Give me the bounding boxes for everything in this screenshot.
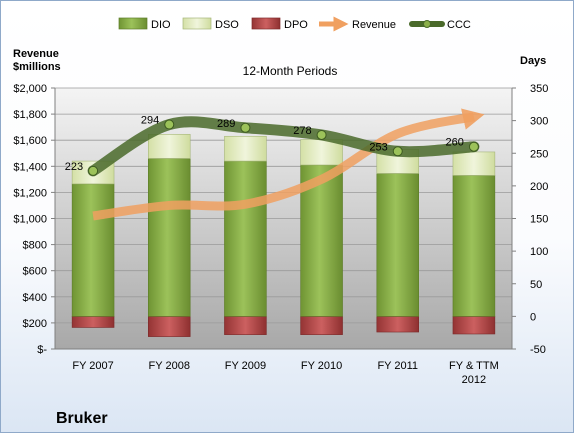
bar-dpo [148,316,191,337]
ccc-line-group: 223 294 289 278 253 260 [65,115,480,177]
right-tick-label: 300 [530,116,548,128]
bar-dio [452,175,496,317]
bars [71,134,496,337]
revenue-line [92,108,485,221]
bar-dio [148,158,191,317]
bar-dso [300,139,343,166]
bar-dio [376,173,419,317]
ccc-point [164,119,175,130]
ccc-data-label: 260 [446,137,464,149]
chart-title: 12-Month Periods [243,64,338,78]
x-tick-label: FY 2010 [301,360,342,372]
left-tick-label: $1,000 [13,214,47,226]
legend-item-dpo: DPO [251,17,308,31]
right-tick-label: 350 [530,83,548,95]
ccc-data-label: 294 [141,115,159,127]
x-tick-label: 2012 [462,374,486,386]
legend: DIO DSO DPO Revenue CCC [118,16,471,32]
x-axis-labels: FY 2007 FY 2008 FY 2009 FY 2010 FY 2011 FY & … [72,360,498,386]
left-tick-label: $1,200 [13,187,47,199]
right-tick-label: 0 [530,311,536,323]
right-axis-ticks: -50 0 50 100 150 200 250 300 350 [512,83,548,356]
ccc-data-label: 223 [65,161,83,173]
legend-label-ccc: CCC [447,19,471,31]
right-axis-title: Days [520,55,546,67]
x-tick-label: FY & TTM [449,360,499,372]
ccc-data-label: 253 [369,141,387,153]
ccc-point [240,122,251,133]
legend-item-revenue: Revenue [319,16,396,32]
bar-dso [224,135,267,162]
left-tick-label: $1,800 [13,109,47,121]
legend-label-dso: DSO [215,19,239,31]
legend-label-revenue: Revenue [352,19,396,31]
company-name: Bruker [56,410,108,427]
right-tick-label: 250 [530,148,548,160]
left-axis-title-line2: $millions [13,61,61,73]
right-tick-label: -50 [530,344,546,356]
left-tick-label: $1,600 [13,135,47,147]
legend-item-dio: DIO [118,17,171,31]
ccc-point [468,141,479,152]
bar-dpo [300,316,343,335]
x-tick-label: FY 2008 [149,360,190,372]
x-tick-label: FY 2007 [72,360,113,372]
left-axis-ticks: $- $200 $400 $600 $800 $1,000 $1,200 $1,400 $1,6… [13,83,55,356]
revenue-line-group [92,108,485,221]
bar-dio [71,183,115,317]
x-tick-label: FY 2011 [377,360,418,372]
x-tick-label: FY 2009 [225,360,266,372]
bar-dso [148,134,191,159]
right-tick-label: 150 [530,214,548,226]
bar-dpo [452,316,496,335]
bar-dio [224,160,267,317]
ccc-data-label: 278 [293,125,311,137]
left-tick-label: $600 [23,266,47,278]
left-axis-title-line1: Revenue [13,48,59,60]
bar-dpo [224,316,267,335]
left-tick-label: $1,400 [13,161,47,173]
ccc-line [87,116,480,177]
bar-dpo [376,316,419,333]
left-tick-label: $2,000 [13,83,47,95]
right-tick-label: 50 [530,279,542,291]
ccc-point [316,129,327,140]
left-tick-label: $- [37,344,47,356]
ccc-point [392,146,403,157]
left-tick-label: $400 [23,292,47,304]
legend-item-dso: DSO [182,17,239,31]
legend-item-ccc: CCC [409,19,471,31]
ccc-point [88,165,99,176]
bar-dpo [71,316,115,328]
right-tick-label: 100 [530,246,548,258]
legend-label-dpo: DPO [284,19,308,31]
left-tick-label: $800 [23,240,47,252]
right-tick-label: 200 [530,181,548,193]
left-tick-label: $200 [23,318,47,330]
legend-label-dio: DIO [151,19,171,31]
bar-dso [452,151,496,176]
ccc-data-label: 289 [217,118,235,130]
gridlines [55,87,512,324]
